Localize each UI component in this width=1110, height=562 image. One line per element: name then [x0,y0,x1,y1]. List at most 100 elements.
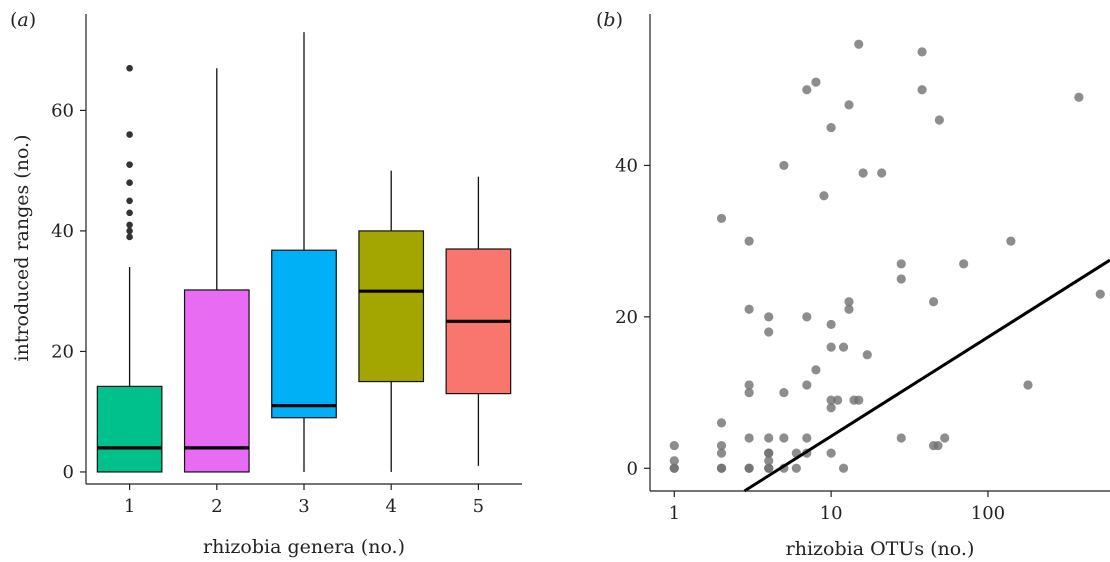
scatter-point [716,463,727,473]
scatter-point [716,448,727,458]
scatter-point [896,259,906,269]
scatter-point [917,47,927,57]
x-tick-label: 4 [385,496,396,517]
box-5 [445,176,512,466]
box-4 [358,170,425,472]
scatter-point [764,327,774,337]
scatter-point [764,456,774,466]
outlier-point [126,161,133,168]
scatter-point [802,85,812,95]
scatter-point [1023,380,1033,390]
y-tick-label: 0 [63,462,74,483]
scatter-point [826,448,836,458]
scatter-point [764,433,774,443]
scatter-point [779,160,789,171]
scatter-point [669,463,679,473]
y-tick-label: 20 [615,307,638,328]
scatter-point [896,274,906,284]
x-tick-label: 5 [473,496,484,517]
scatter-point [896,433,906,443]
scatter-point [669,456,679,466]
scatter-point [764,312,774,322]
scatter-point [744,380,754,390]
scatter-point [844,100,854,110]
scatter-point [716,213,727,224]
panel-a-y-axis-title: introduced ranges (no.) [11,134,33,361]
panel-a-label: (a) [10,9,36,31]
scatter-point [779,433,789,443]
scatter-point [744,433,754,443]
scatter-point [744,387,754,398]
scatter-point [917,85,927,95]
scatter-point [811,365,821,375]
box-iqr [271,249,337,419]
scatter-point [854,39,864,49]
panel-a-x-axis-title: rhizobia genera (no.) [203,536,405,558]
scatter-point [940,433,950,443]
x-tick-label: 3 [298,496,309,517]
box-iqr [96,385,163,473]
scatter-point [933,440,943,451]
scatter-point [838,463,849,473]
panel-b-label: (b) [596,9,623,31]
box-2 [183,68,250,473]
scatter-point [779,387,789,398]
y-tick-label: 40 [615,155,638,176]
scatter-point [802,380,812,390]
scatter-point [802,312,812,322]
scatter-point [764,448,774,458]
scatter-point [826,319,836,330]
box-iqr [183,289,250,473]
x-tick-label: 100 [971,503,1005,524]
scatter-point [928,297,939,307]
y-tick-label: 40 [51,221,74,242]
scatter-point [764,463,774,473]
box-1 [96,64,163,473]
scatter-point [858,168,868,178]
scatter-point [833,395,843,405]
scatter-point [826,342,836,352]
scatter-point [826,395,836,405]
scatter-point [669,440,679,451]
panel-b-x-axis-title: rhizobia OTUs (no.) [786,538,975,560]
scatter-point [1095,289,1105,299]
x-tick-label: 1 [669,503,680,524]
scatter-point [844,297,854,307]
panel-a-x-ticks: 1 2 3 4 5 [124,484,484,517]
outlier-point [126,197,133,205]
scatter-point [826,122,836,133]
y-tick-label: 60 [51,100,74,121]
scatter-point [802,433,812,443]
panel-b-y-ticks: 0 20 40 [615,155,650,479]
scatter-point [716,418,727,428]
y-tick-label: 20 [51,341,74,362]
scatter-point [934,115,944,125]
outlier-point [126,209,133,217]
scatter-point [854,395,864,405]
scatter-point [716,440,727,451]
panel-a-y-ticks: 0 20 40 60 [51,100,86,483]
scatter-point [877,168,887,178]
scatter-point [744,236,754,246]
scatter-point [791,463,801,473]
scatter-point [1006,236,1016,246]
scatter-point [959,259,969,269]
scatter-point [744,463,754,473]
outlier-point [126,131,133,138]
y-tick-label: 0 [627,458,638,479]
box-3 [271,32,337,472]
scatter-point [744,304,754,314]
outlier-point [126,233,133,241]
panel-a-plot-area [96,32,512,473]
scatter-point [838,342,849,352]
scatter-point [819,191,829,201]
scatter-point [862,350,872,360]
outlier-point [126,179,133,187]
x-tick-label: 2 [211,496,222,517]
scatter-point [811,77,821,87]
scatter-point [844,304,854,314]
scatter-point [1074,92,1084,102]
outlier-point [126,227,133,235]
